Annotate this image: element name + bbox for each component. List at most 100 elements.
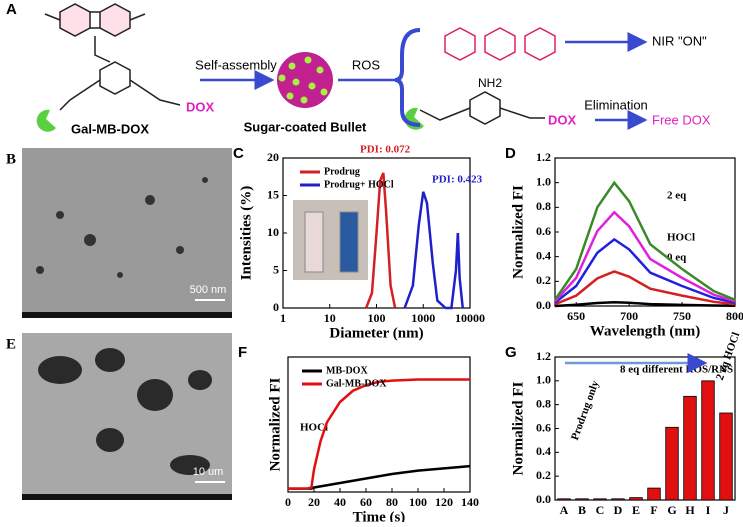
x-tick-label: A bbox=[560, 503, 569, 517]
x-tick-label: 40 bbox=[334, 495, 346, 509]
series-line bbox=[364, 172, 397, 309]
x-tick-label: 100 bbox=[368, 311, 386, 325]
bar bbox=[665, 426, 679, 501]
annotation: 2 eq bbox=[667, 190, 687, 202]
x-tick-label: 120 bbox=[435, 495, 453, 509]
series-line bbox=[554, 210, 736, 303]
y-tick-label: 5 bbox=[273, 262, 279, 276]
x-axis-label: Wavelength (nm) bbox=[590, 323, 700, 339]
label: Elimination bbox=[584, 97, 648, 112]
bar bbox=[629, 497, 643, 501]
y-axis-label: Normalized FI bbox=[267, 377, 283, 471]
x-tick-label: C bbox=[596, 503, 605, 517]
panel-label: F bbox=[238, 344, 247, 361]
y-tick-label: 0.4 bbox=[536, 444, 551, 458]
panel-label: E bbox=[6, 336, 16, 352]
x-axis-label: Diameter (nm) bbox=[329, 325, 423, 341]
bar bbox=[683, 395, 697, 501]
y-axis-label: Intensities (%) bbox=[238, 186, 254, 281]
x-tick-label: E bbox=[632, 503, 640, 517]
y-tick-label: 0.2 bbox=[536, 468, 551, 482]
y-tick-label: 0.8 bbox=[536, 396, 551, 410]
annotation: HOCl bbox=[667, 232, 695, 244]
y-tick-label: 0.6 bbox=[536, 224, 551, 238]
y-tick-label: 1.0 bbox=[536, 174, 551, 188]
bar bbox=[557, 498, 571, 501]
y-tick-label: 0 bbox=[273, 300, 279, 314]
x-tick-label: H bbox=[685, 503, 695, 517]
series-line bbox=[554, 237, 736, 304]
scale-bar: 10 um bbox=[193, 466, 224, 478]
x-tick-label: 20 bbox=[308, 495, 320, 509]
y-tick-label: 0.6 bbox=[536, 420, 551, 434]
label: Free DOX bbox=[652, 112, 711, 127]
label: Sugar-coated Bullet bbox=[244, 119, 367, 134]
annotation: 0 eq bbox=[667, 252, 687, 264]
x-tick-label: B bbox=[578, 503, 586, 517]
bar bbox=[593, 498, 607, 501]
panel-label: A bbox=[6, 1, 17, 18]
y-tick-label: 0.0 bbox=[536, 492, 551, 506]
bar bbox=[611, 498, 625, 501]
x-tick-label: I bbox=[706, 503, 711, 517]
galactose-icon bbox=[36, 109, 56, 132]
label: DOX bbox=[186, 99, 215, 114]
series-line bbox=[288, 464, 471, 490]
x-tick-label: 1000 bbox=[411, 311, 435, 325]
panel-label: C bbox=[233, 145, 244, 162]
label: NH2 bbox=[478, 76, 502, 90]
label: Gal-MB-DOX bbox=[71, 121, 149, 136]
annotation: PDI: 0.072 bbox=[360, 144, 411, 156]
x-tick-label: F bbox=[650, 503, 657, 517]
bar bbox=[647, 487, 661, 501]
legend-label: Gal-MB-DOX bbox=[326, 378, 387, 389]
x-tick-label: 700 bbox=[620, 309, 638, 323]
x-tick-label: 10000 bbox=[455, 311, 485, 325]
panel-label: G bbox=[505, 344, 517, 361]
bar bbox=[575, 498, 589, 501]
label: ROS bbox=[352, 57, 381, 72]
annotation: HOCl bbox=[300, 422, 328, 434]
legend-label: Prodrug+ HOCl bbox=[324, 179, 394, 190]
x-tick-label: 1 bbox=[280, 311, 286, 325]
x-tick-label: G bbox=[667, 503, 676, 517]
series-line bbox=[554, 270, 736, 306]
bar bbox=[719, 412, 733, 501]
series-line bbox=[403, 191, 465, 310]
x-tick-label: 650 bbox=[567, 309, 585, 323]
x-tick-label: 60 bbox=[360, 495, 372, 509]
bar bbox=[701, 380, 715, 501]
y-tick-label: 0.2 bbox=[536, 273, 551, 287]
y-tick-label: 15 bbox=[267, 187, 279, 201]
x-tick-label: 140 bbox=[461, 495, 479, 509]
y-tick-label: 0.8 bbox=[536, 199, 551, 213]
y-tick-label: 1.0 bbox=[536, 373, 551, 387]
inset-photo bbox=[293, 200, 368, 280]
x-tick-label: D bbox=[614, 503, 623, 517]
panel-label: B bbox=[6, 151, 16, 167]
legend-label: MB-DOX bbox=[326, 365, 368, 376]
y-axis-label: Normalized FI bbox=[510, 381, 526, 475]
x-tick-label: 0 bbox=[285, 495, 291, 509]
x-tick-label: 100 bbox=[409, 495, 427, 509]
annotation: Prodrug only bbox=[569, 379, 602, 442]
x-tick-label: 800 bbox=[726, 309, 743, 323]
label: DOX bbox=[548, 112, 577, 127]
y-tick-label: 10 bbox=[267, 225, 279, 239]
annotation: PDI: 0.423 bbox=[432, 174, 483, 186]
series-line bbox=[288, 378, 470, 490]
image-b: B 500 nm bbox=[6, 148, 232, 318]
y-tick-label: 1.2 bbox=[536, 349, 551, 363]
y-tick-label: 0.0 bbox=[536, 298, 551, 312]
x-tick-label: 750 bbox=[673, 309, 691, 323]
y-tick-label: 0.4 bbox=[536, 248, 551, 262]
y-tick-label: 20 bbox=[267, 150, 279, 164]
y-tick-label: 1.2 bbox=[536, 150, 551, 164]
x-tick-label: 80 bbox=[386, 495, 398, 509]
series-line bbox=[554, 301, 736, 308]
panel-label: D bbox=[505, 145, 516, 162]
label: NIR "ON" bbox=[652, 33, 707, 48]
series-line bbox=[553, 180, 736, 301]
image-e: E 10 um bbox=[6, 333, 232, 500]
